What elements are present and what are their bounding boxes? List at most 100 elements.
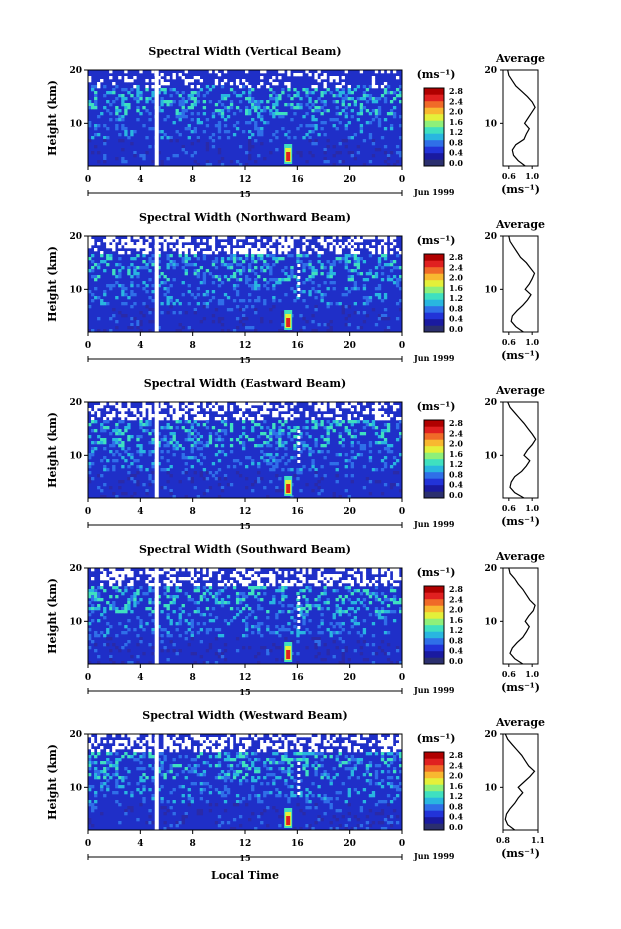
colorbar-tick-label: 0.0: [449, 158, 463, 168]
colorbar-swatch: [424, 638, 444, 645]
profile-y-tick-label: 20: [484, 730, 497, 740]
colorbar-tick-label: 1.6: [449, 283, 463, 293]
colorbar-tick-label: 0.4: [449, 314, 463, 324]
y-tick-label: 20: [69, 66, 82, 76]
x-tick-label: 0: [85, 341, 91, 351]
profile-y-tick-label: 10: [484, 617, 497, 627]
colorbar-swatch: [424, 280, 444, 287]
colorbar-swatch: [424, 88, 444, 95]
profile-y-tick-label: 20: [484, 564, 497, 574]
colorbar-swatch: [424, 797, 444, 805]
colorbar-swatch: [424, 817, 444, 824]
colorbar-swatch: [424, 592, 444, 600]
profile-x-label: (ms⁻¹): [501, 183, 540, 196]
colorbar-swatch: [424, 446, 444, 453]
profile-x-label: (ms⁻¹): [501, 847, 540, 860]
month-label: Jun 1999: [413, 187, 455, 197]
panel-3: [84, 567, 539, 694]
colorbar-swatch: [424, 586, 444, 593]
x-tick-label: 4: [137, 673, 143, 683]
colorbar-tick-label: 1.2: [449, 127, 463, 137]
colorbar-swatch: [424, 101, 444, 108]
colorbar-tick-label: 2.0: [449, 439, 463, 449]
y-tick-label: 20: [69, 564, 82, 574]
colorbar-tick-label: 2.0: [449, 605, 463, 615]
x-tick-label: 20: [343, 839, 356, 849]
panel-0: [84, 69, 539, 196]
colorbar-swatch: [424, 625, 444, 632]
x-tick-label: 8: [190, 507, 196, 517]
colorbar-unit-label: (ms⁻¹): [417, 732, 456, 745]
heatmap-field: [88, 236, 403, 333]
y-tick-label: 20: [69, 398, 82, 408]
day-label: 15: [239, 521, 250, 531]
profile-frame: [502, 69, 539, 167]
profile-line: [504, 733, 536, 831]
colorbar-tick-label: 1.2: [449, 625, 463, 635]
profile-x-tick-label: 1.1: [531, 835, 545, 845]
profile-x-tick-label: 0.6: [502, 337, 516, 347]
day-label: 15: [239, 687, 250, 697]
profile-line: [508, 567, 536, 665]
colorbar-swatch: [424, 644, 444, 652]
profile-x-tick-label: 1.0: [525, 669, 539, 679]
colorbar-tick-label: 2.0: [449, 771, 463, 781]
colorbar-swatch: [424, 765, 444, 772]
profile-y-tick-label: 10: [484, 451, 497, 461]
x-tick-label: 16: [291, 175, 304, 185]
x-tick-label: 8: [190, 673, 196, 683]
x-tick-label: 8: [190, 341, 196, 351]
colorbar-swatch: [424, 439, 444, 447]
profile-x-tick-label: 0.6: [502, 171, 516, 181]
profile-x-tick-label: 1.0: [525, 337, 539, 347]
profile-x-tick-label: 0.6: [502, 669, 516, 679]
colorbar-unit-label: (ms⁻¹): [417, 234, 456, 247]
profile-title: Average: [495, 384, 545, 397]
y-axis-label: Height (km): [46, 744, 59, 820]
profile-title: Average: [495, 550, 545, 563]
colorbar-frame: [423, 585, 445, 665]
colorbar-swatch: [424, 605, 444, 613]
x-tick-label: 12: [239, 341, 252, 351]
profile-frame: [502, 235, 539, 333]
colorbar-tick-label: 0.8: [449, 137, 463, 147]
colorbar-swatch: [424, 804, 444, 811]
colorbar-unit-label: (ms⁻¹): [417, 400, 456, 413]
month-label: Jun 1999: [413, 353, 455, 363]
colorbar-swatch: [424, 153, 444, 160]
panel-1: [84, 235, 539, 362]
profile-frame: [502, 733, 539, 831]
heatmap-field: [88, 70, 403, 167]
x-axis-label: Local Time: [211, 869, 279, 882]
profile-y-tick-label: 10: [484, 783, 497, 793]
panel-title: Spectral Width (Eastward Beam): [144, 377, 346, 390]
x-tick-label: 20: [343, 341, 356, 351]
colorbar-frame: [423, 419, 445, 499]
y-tick-label: 10: [69, 285, 82, 295]
colorbar-swatch: [424, 657, 444, 665]
x-tick-label: 4: [137, 175, 143, 185]
colorbar-tick-label: 0.4: [449, 812, 463, 822]
profile-x-label: (ms⁻¹): [501, 681, 540, 694]
colorbar-swatch: [424, 433, 444, 440]
panel-title: Spectral Width (Northward Beam): [139, 211, 351, 224]
profile-y-tick-label: 10: [484, 285, 497, 295]
y-axis-label: Height (km): [46, 246, 59, 322]
x-tick-label: 8: [190, 839, 196, 849]
y-tick-label: 20: [69, 232, 82, 242]
profile-x-tick-label: 1.0: [525, 503, 539, 513]
colorbar-swatch: [424, 306, 444, 313]
profile-title: Average: [495, 716, 545, 729]
x-tick-label: 0: [399, 507, 405, 517]
colorbar-tick-label: 1.6: [449, 117, 463, 127]
colorbar-swatch: [424, 810, 444, 818]
x-tick-label: 20: [343, 175, 356, 185]
colorbar-tick-label: 0.0: [449, 324, 463, 334]
colorbar-swatch: [424, 293, 444, 300]
month-label: Jun 1999: [413, 685, 455, 695]
colorbar-swatch: [424, 114, 444, 121]
colorbar-swatch: [424, 254, 444, 261]
colorbar-tick-label: 2.8: [449, 750, 463, 760]
x-tick-label: 20: [343, 673, 356, 683]
